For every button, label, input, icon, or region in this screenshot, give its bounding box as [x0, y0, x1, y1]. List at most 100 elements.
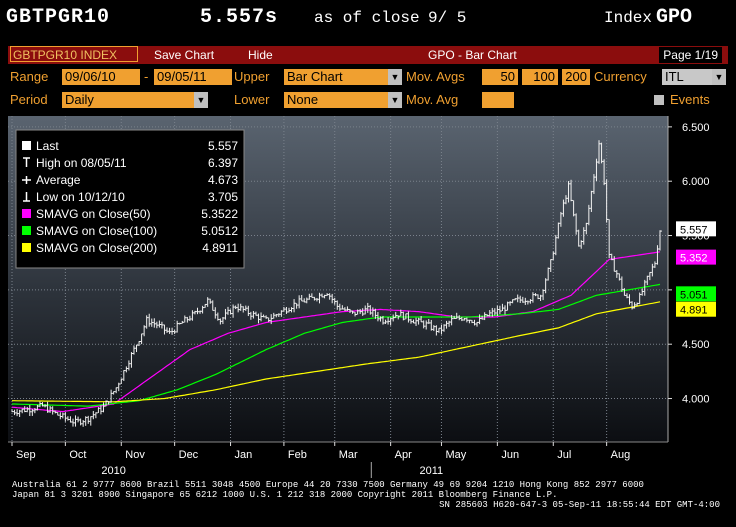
x-tick-label: Dec	[179, 449, 199, 461]
chart-toolbar: GBTPGR10 INDEX Save Chart Hide GPO - Bar…	[8, 46, 728, 64]
period-select[interactable]: Daily	[62, 92, 194, 108]
value-tag-bg	[676, 221, 716, 237]
x-tick-label: Feb	[288, 449, 307, 461]
save-chart-button[interactable]: Save Chart	[154, 48, 215, 62]
legend-label: Low on 10/12/10	[36, 190, 125, 204]
legend-label: SMAVG on Close(100)	[36, 224, 157, 238]
lower-select[interactable]: None	[284, 92, 388, 108]
lower-dropdown-icon[interactable]: ▼	[388, 92, 402, 108]
ticker-button[interactable]: GBTPGR10 INDEX	[10, 46, 138, 62]
x-tick-label: Nov	[125, 449, 145, 461]
footer: Australia 61 2 9777 8600 Brazil 5511 304…	[12, 480, 732, 510]
value-tags: 5.557 5.352 5.051 4.891	[676, 221, 716, 317]
currency-dropdown-icon[interactable]: ▼	[712, 69, 726, 85]
legend-value: 5.3522	[201, 207, 238, 221]
upper-dropdown-icon[interactable]: ▼	[388, 69, 402, 85]
lower-label: Lower	[234, 92, 270, 107]
x-tick-label: Apr	[395, 449, 412, 461]
legend-swatch	[22, 141, 31, 150]
mov-avg-1-field[interactable]: 50	[482, 69, 518, 85]
last-value: 5.557s	[200, 6, 279, 29]
page-indicator[interactable]: Page 1/19	[659, 47, 722, 63]
footer-line-1: Australia 61 2 9777 8600 Brazil 5511 304…	[12, 480, 644, 490]
legend-value: 5.557	[208, 139, 238, 153]
legend-value: 5.0512	[201, 224, 238, 238]
legend-swatch	[22, 243, 31, 252]
upper-label: Upper	[234, 69, 270, 84]
legend-box	[15, 129, 245, 269]
range-start-field[interactable]: 09/06/10	[62, 69, 140, 85]
x-tick-label: Mar	[339, 449, 358, 461]
as-of-label: as of close	[314, 9, 420, 27]
legend-label: High on 08/05/11	[36, 156, 127, 170]
hide-button[interactable]: Hide	[248, 48, 273, 62]
value-tag-label: 5.557	[680, 224, 708, 236]
range-dash: -	[144, 69, 149, 84]
legend-label: Last	[36, 139, 59, 153]
legend-swatch	[22, 209, 31, 218]
value-tag-bg	[676, 249, 716, 265]
mov-avg-label: Mov. Avg	[406, 92, 459, 107]
x-axis: Sep Oct Nov Dec Jan Feb Mar Apr May Jun Jul Aug 2010…	[8, 441, 668, 478]
mov-avg-3-field[interactable]: 200	[562, 69, 590, 85]
currency-select[interactable]: ITL	[662, 69, 712, 85]
as-of-date: 9/ 5	[428, 9, 467, 27]
legend-value: 6.397	[208, 156, 238, 170]
legend-low-icon	[23, 192, 30, 202]
mov-avg-2-field[interactable]: 100	[522, 69, 558, 85]
header-bar: GBTPGR10 5.557s as of close 9/ 5 Index G…	[0, 0, 736, 36]
value-tag-label: 5.051	[680, 289, 708, 301]
moving-averages	[11, 251, 661, 413]
x-tick-label: Jan	[235, 449, 253, 461]
footer-line-2: Japan 81 3 3201 8900 Singapore 65 6212 1…	[12, 490, 558, 500]
range-label: Range	[10, 69, 49, 84]
value-tag-label: 4.891	[680, 305, 708, 317]
currency-label: Currency	[594, 69, 647, 84]
events-checkbox[interactable]	[654, 95, 664, 105]
legend: Last 5.557 High on 08/05/11 6.397 Average 4.6…	[15, 129, 245, 269]
ticker-symbol: GBTPGR10	[6, 6, 111, 29]
y-tick-label: 4.500	[682, 339, 710, 351]
range-end-field[interactable]: 09/05/11	[154, 69, 232, 85]
legend-label: SMAVG on Close(50)	[36, 207, 151, 221]
legend-swatch	[22, 226, 31, 235]
x-tick-label: Jul	[557, 449, 571, 461]
legend-label: SMAVG on Close(200)	[36, 241, 157, 255]
period-label: Period	[10, 92, 48, 107]
index-label: Index	[604, 9, 653, 27]
chart-title: GPO - Bar Chart	[428, 48, 517, 62]
x-tick-label: Sep	[16, 449, 36, 461]
axis-panel	[668, 116, 728, 442]
legend-value: 3.705	[208, 190, 238, 204]
ma-line	[11, 251, 661, 413]
y-tick-label: 6.500	[682, 122, 710, 134]
legend-high-icon	[23, 157, 30, 167]
value-tag-bg	[676, 286, 716, 302]
ma-line	[12, 301, 661, 403]
mov-avgs-label: Mov. Avgs	[406, 69, 465, 84]
x-tick-label: Aug	[611, 449, 631, 461]
year-label: 2010	[101, 465, 125, 477]
upper-select[interactable]: Bar Chart	[284, 69, 388, 85]
x-tick-label: Jun	[501, 449, 519, 461]
ma-line	[12, 283, 661, 407]
year-label: 2011	[419, 465, 443, 477]
x-tick-label: May	[445, 449, 466, 461]
legend-label: Average	[36, 173, 81, 187]
value-tag-bg	[676, 301, 716, 317]
x-tick-label: Oct	[69, 449, 86, 461]
period-dropdown-icon[interactable]: ▼	[194, 92, 208, 108]
events-label: Events	[670, 92, 710, 107]
value-tag-label: 5.352	[680, 253, 708, 265]
index-code: GPO	[656, 6, 693, 29]
controls-row-2: Period Daily ▼ Lower None ▼ Mov. Avg Eve…	[8, 90, 728, 110]
controls-row-1: Range 09/06/10 - 09/05/11 Upper Bar Char…	[8, 67, 728, 87]
y-tick-label: 4.000	[682, 394, 710, 406]
legend-average-icon	[22, 176, 31, 184]
mov-avg-field[interactable]	[482, 92, 514, 108]
footer-line-3: SN 285603 H620-647-3 05-Sep-11 18:55:44 …	[439, 500, 720, 510]
legend-value: 4.8911	[202, 241, 238, 255]
legend-value: 4.673	[208, 173, 238, 187]
price-bars	[11, 140, 662, 427]
